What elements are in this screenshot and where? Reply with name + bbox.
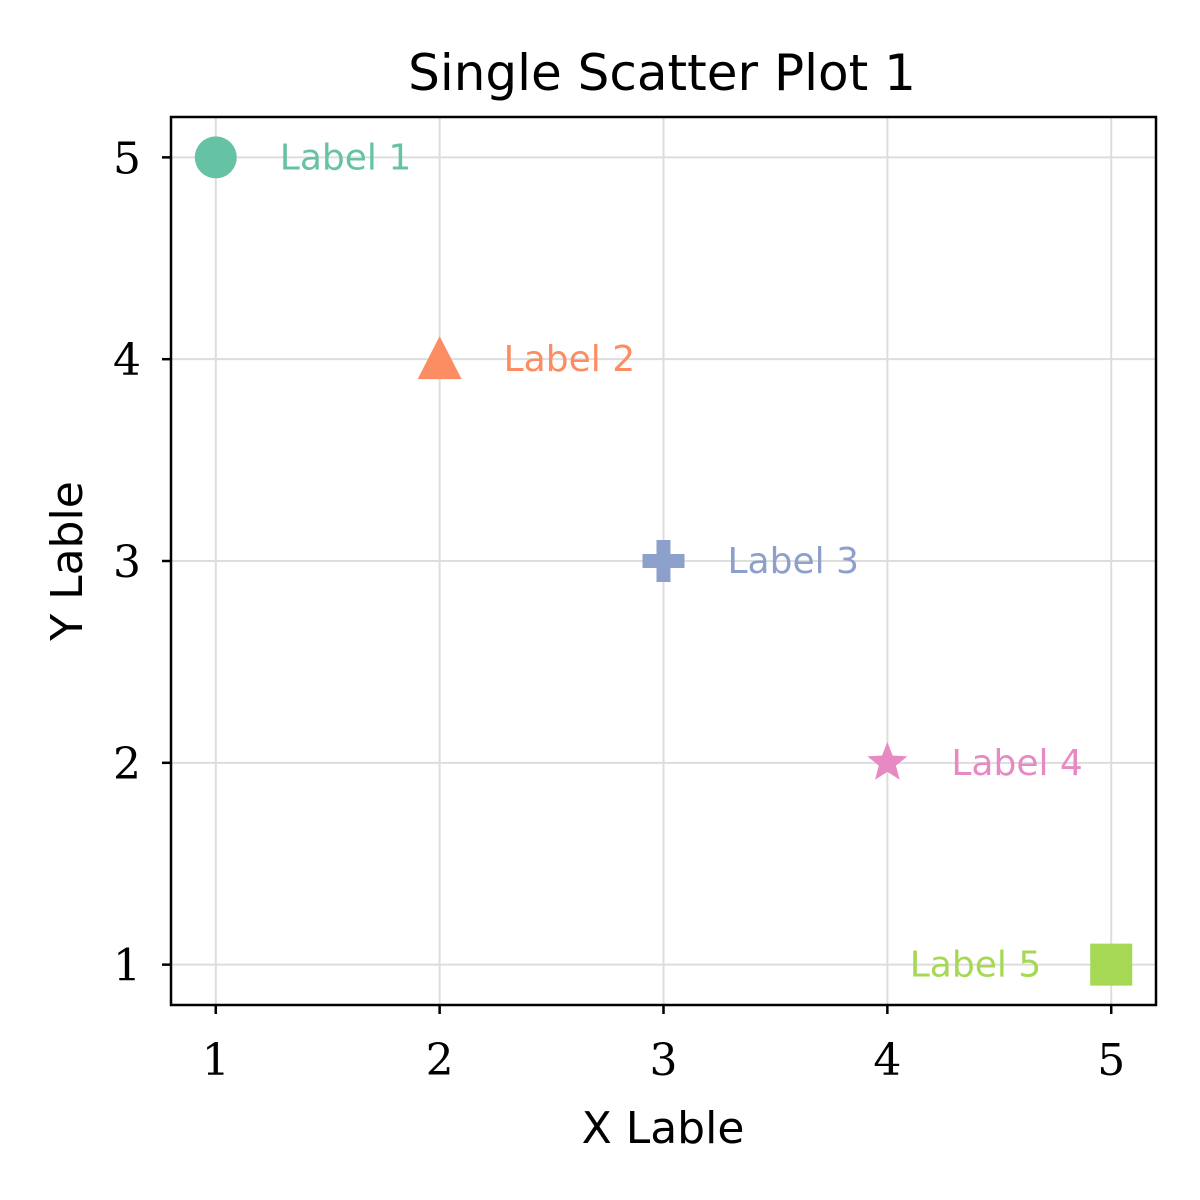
data-point-3-plus <box>642 540 685 582</box>
y-tick-label: 5 <box>113 133 141 184</box>
point-label-3: Label 3 <box>728 541 859 582</box>
x-tick-label: 2 <box>426 1035 454 1086</box>
point-label-5: Label 5 <box>910 945 1041 986</box>
x-tick-label: 1 <box>202 1035 230 1086</box>
point-label-4: Label 4 <box>951 743 1082 784</box>
point-label-1: Label 1 <box>280 137 411 178</box>
x-axis-label: X Lable <box>582 1103 745 1154</box>
y-tick-label: 2 <box>113 739 141 790</box>
x-tick-label: 3 <box>650 1035 678 1086</box>
plot-frame <box>169 115 1158 1007</box>
grid-lines <box>171 117 1156 1005</box>
chart-title: Single Scatter Plot 1 <box>408 44 916 102</box>
data-point-4-star <box>867 741 908 780</box>
point-label-2: Label 2 <box>504 339 635 380</box>
x-tick-label: 5 <box>1097 1035 1125 1086</box>
data-points: Label 1 Label 2 Label 3 Label 4 Label 5 <box>194 136 1133 986</box>
data-point-2-triangle <box>417 336 462 380</box>
x-tick-label: 4 <box>873 1035 901 1086</box>
data-point-5-square <box>1090 943 1133 986</box>
y-tick-label: 1 <box>113 941 141 992</box>
axis-ticks: 1 2 3 4 5 1 2 3 4 5 <box>113 133 1125 1086</box>
data-point-1-circle <box>194 136 237 179</box>
y-axis-label: Y Lable <box>42 481 93 642</box>
y-tick-label: 4 <box>113 335 141 386</box>
y-tick-label: 3 <box>113 537 141 588</box>
